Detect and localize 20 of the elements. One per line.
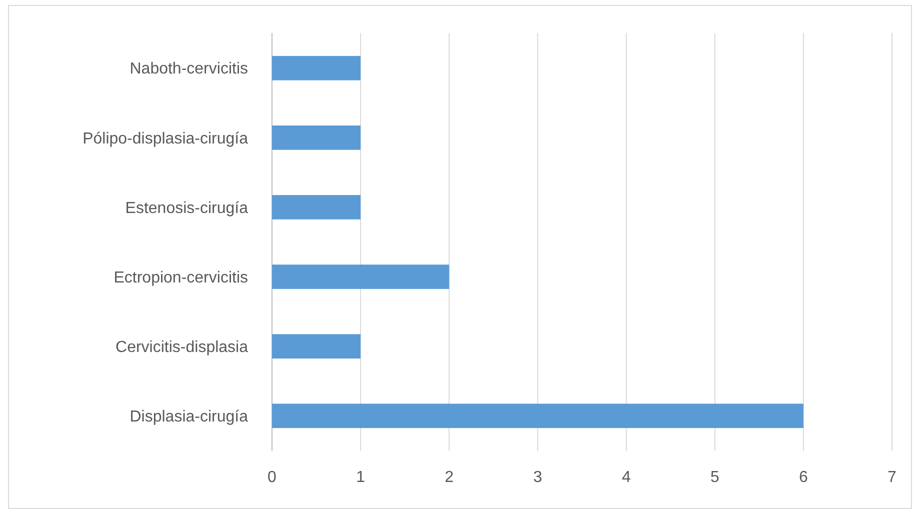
- x-tick-label: 2: [444, 469, 454, 486]
- x-tick-label: 6: [798, 469, 808, 486]
- y-tick-label: Displasia-cirugía: [130, 408, 248, 426]
- y-tick-label: Cervicitis-displasia: [116, 338, 248, 356]
- x-tick-label: 7: [888, 469, 897, 486]
- bar: [272, 334, 361, 358]
- bar: [272, 56, 361, 80]
- y-tick-label: Naboth-cervicitis: [130, 60, 248, 78]
- x-tick-label: 0: [268, 469, 277, 486]
- bar: [272, 264, 450, 289]
- y-tick-label: Estenosis-cirugía: [125, 200, 248, 217]
- x-tick-label: 5: [710, 469, 720, 486]
- x-tick-label: 1: [356, 469, 366, 486]
- bar: [272, 404, 804, 428]
- x-tick-label: 3: [533, 469, 542, 486]
- y-tick-label: Ectropion-cervicitis: [114, 269, 248, 286]
- bar: [272, 195, 361, 220]
- x-tick-label: 4: [622, 469, 631, 486]
- y-tick-label: Pólipo-displasia-cirugía: [82, 130, 248, 148]
- bar: [272, 126, 361, 150]
